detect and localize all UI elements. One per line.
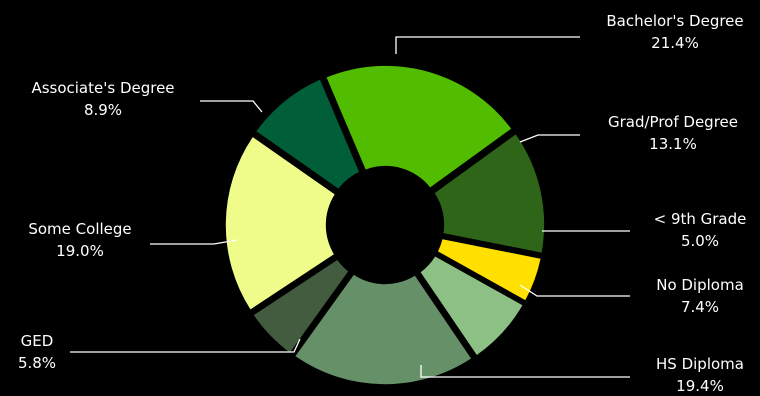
leader-line-bachelor-s-degree bbox=[395, 36, 580, 54]
leader-lines bbox=[70, 36, 630, 378]
slice-value-grad-prof-degree: 13.1% bbox=[649, 135, 697, 153]
leader-line-grad-prof-degree bbox=[519, 134, 580, 143]
slice-label-9th-grade: < 9th Grade bbox=[654, 210, 747, 228]
slice-grad-prof-degree bbox=[434, 134, 545, 253]
slice-value-some-college: 19.0% bbox=[56, 242, 104, 260]
slice-label-hs-diploma: HS Diploma bbox=[656, 355, 744, 373]
slice-label-associate-s-degree: Associate's Degree bbox=[31, 79, 174, 97]
slice-label-ged: GED bbox=[21, 332, 54, 350]
donut-slices bbox=[225, 65, 545, 385]
slice-label-grad-prof-degree: Grad/Prof Degree bbox=[608, 113, 738, 131]
slice-value-no-diploma: 7.4% bbox=[681, 298, 719, 316]
slice-value-9th-grade: 5.0% bbox=[681, 232, 719, 250]
slice-hs-diploma bbox=[295, 274, 472, 385]
leader-line-no-diploma bbox=[519, 284, 630, 297]
slice-no-diploma bbox=[420, 256, 523, 355]
leader-line-some-college bbox=[150, 239, 238, 245]
slice-value-hs-diploma: 19.4% bbox=[676, 377, 724, 395]
slice-value-associate-s-degree: 8.9% bbox=[84, 101, 122, 119]
slice-bachelor-s-degree bbox=[326, 65, 512, 188]
slice-some-college bbox=[225, 137, 335, 310]
slice-9th-grade bbox=[437, 239, 541, 301]
slice-ged bbox=[253, 259, 349, 353]
slice-label-bachelor-s-degree: Bachelor's Degree bbox=[606, 12, 743, 30]
slice-label-some-college: Some College bbox=[28, 220, 131, 238]
slice-labels: Bachelor's Degree 21.4% Grad/Prof Degree 13… bbox=[18, 12, 746, 395]
leader-line-associate-s-degree bbox=[200, 100, 263, 113]
slice-value-bachelor-s-degree: 21.4% bbox=[651, 34, 699, 52]
leader-line-ged bbox=[70, 338, 301, 353]
slice-associate-s-degree bbox=[256, 79, 360, 189]
slice-label-no-diploma: No Diploma bbox=[656, 276, 744, 294]
leader-line-hs-diploma bbox=[420, 365, 630, 378]
slice-value-ged: 5.8% bbox=[18, 354, 56, 372]
